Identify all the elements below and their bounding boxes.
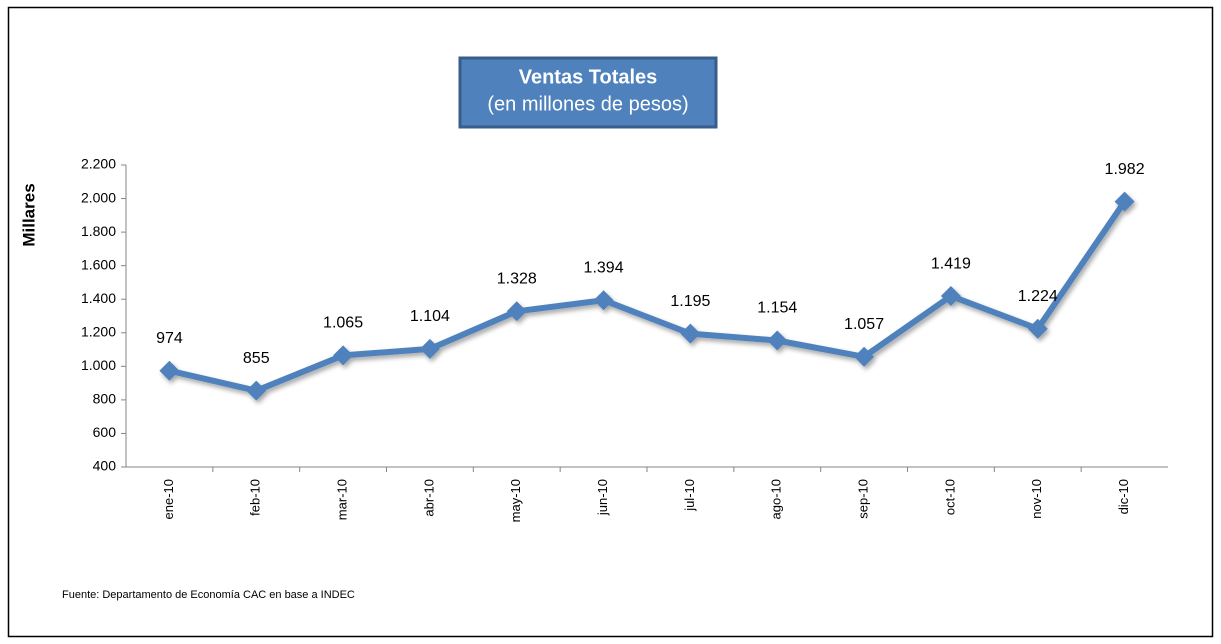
- line: [168, 199, 1128, 394]
- marker: [159, 360, 180, 381]
- y-tick-label: 1.800: [81, 223, 116, 239]
- marker: [680, 323, 701, 344]
- x-tick-label: abr-10: [421, 479, 436, 517]
- data-label: 1.057: [844, 316, 884, 333]
- x-tick-label: jun-10: [595, 479, 610, 516]
- x-tick-label: oct-10: [942, 479, 957, 515]
- y-tick-label: 600: [93, 424, 117, 440]
- y-tick-label: 2.000: [81, 189, 116, 205]
- data-label: 1.328: [497, 271, 537, 288]
- data-label: 855: [243, 350, 270, 367]
- x-tick-label: may-10: [508, 479, 523, 522]
- y-tick-label: 2.200: [81, 156, 116, 172]
- marker: [1114, 191, 1135, 212]
- y-tick-label: 1.600: [81, 256, 116, 272]
- x-tick-label: mar-10: [335, 479, 350, 520]
- marker: [854, 346, 875, 367]
- chart-title: Ventas Totales: [519, 66, 658, 88]
- y-tick-label: 400: [93, 458, 117, 474]
- x-tick-label: ago-10: [769, 479, 784, 519]
- marker: [940, 286, 961, 307]
- y-tick-label: 1.400: [81, 290, 116, 306]
- y-axis-label: Millares: [19, 183, 38, 246]
- data-label: 1.394: [584, 259, 624, 276]
- marker: [333, 345, 354, 366]
- data-label: 1.104: [410, 308, 450, 325]
- x-tick-label: feb-10: [248, 479, 263, 516]
- source-note: Fuente: Departamento de Economía CAC en …: [62, 589, 355, 601]
- marker: [419, 338, 440, 359]
- y-tick-label: 800: [93, 391, 117, 407]
- data-label: 974: [156, 330, 183, 347]
- title-box: [458, 56, 718, 129]
- y-tick-label: 1.000: [81, 357, 116, 373]
- data-label: 1.224: [1018, 288, 1058, 305]
- marker: [1027, 318, 1048, 339]
- x-tick-label: ene-10: [161, 479, 176, 519]
- data-label: 1.195: [670, 293, 710, 310]
- marker: [593, 290, 614, 311]
- x-tick-label: jul-10: [682, 479, 697, 512]
- x-tick-label: nov-10: [1029, 479, 1044, 519]
- series: [159, 191, 1135, 401]
- data-label: 1.154: [757, 300, 797, 317]
- y-tick-label: 1.200: [81, 323, 116, 339]
- data-label: 1.419: [931, 255, 971, 272]
- marker: [767, 330, 788, 351]
- marker: [506, 301, 527, 322]
- chart-subtitle: (en millones de pesos): [487, 93, 688, 115]
- x-tick-label: dic-10: [1116, 479, 1131, 514]
- data-label: 1.065: [323, 315, 363, 332]
- data-label: 1.982: [1105, 161, 1145, 178]
- x-tick-label: sep-10: [856, 479, 871, 519]
- marker: [246, 380, 267, 401]
